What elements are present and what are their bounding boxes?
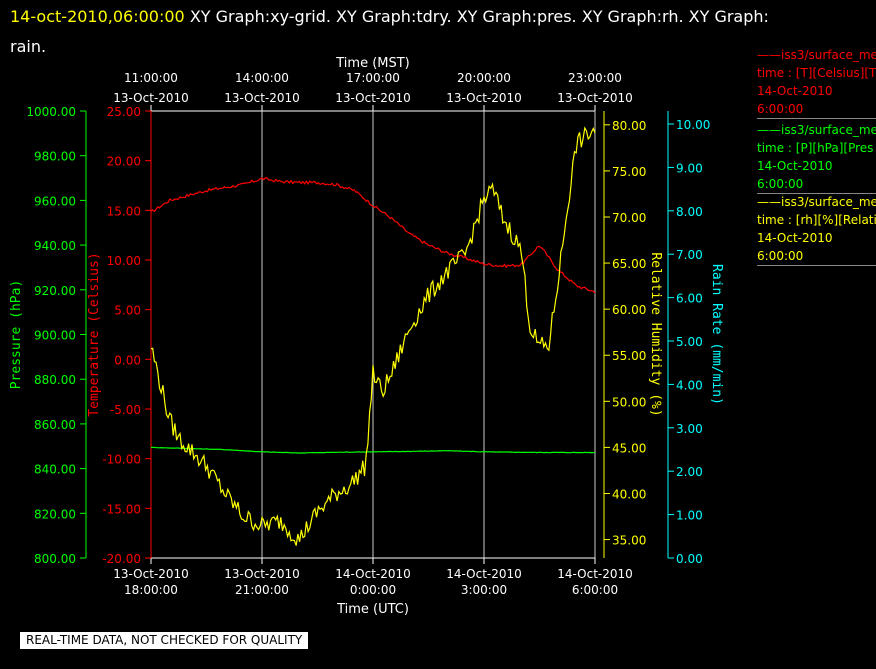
rain-tick-label: 5.00 (676, 335, 703, 349)
pressure-tick-label: 860.00 (34, 418, 76, 432)
rain-tick-label: 2.00 (676, 465, 703, 479)
x-tick-label-time: 18:00:00 (124, 583, 178, 597)
quality-disclaimer: REAL-TIME DATA, NOT CHECKED FOR QUALITY (20, 632, 309, 649)
rh-tick-label: 75.00 (612, 165, 646, 179)
top-tick-label-time: 23:00:00 (568, 71, 622, 85)
top-tick-label-time: 20:00:00 (457, 71, 511, 85)
pressure-tick-label: 1000.00 (26, 105, 76, 119)
rain-axis-title: Rain Rate (mm/min) (709, 264, 724, 405)
temperature-tick-label: 15.00 (107, 204, 141, 218)
pressure-tick-label: 800.00 (34, 552, 76, 566)
temperature-tick-label: 0.00 (114, 353, 141, 367)
temperature-tick-label: -5.00 (110, 403, 141, 417)
rh-tick-label: 60.00 (612, 303, 646, 317)
legend-pressure-line1: time : [P][hPa][Pres (757, 141, 874, 155)
top-tick-label-date: 13-Oct-2010 (224, 91, 300, 105)
top-tick-label-date: 13-Oct-2010 (557, 91, 633, 105)
legend-rh-line1: time : [rh][%][Relati (757, 213, 876, 227)
x-axis-title: Time (UTC) (336, 602, 409, 617)
legend-temperature-line1: time : [T][Celsius][T (757, 66, 876, 80)
rh-tick-label: 50.00 (612, 395, 646, 409)
rh-tick-label: 35.00 (612, 534, 646, 548)
legend-pressure-time: 6:00:00 (757, 177, 804, 191)
legend-rh-time: 6:00:00 (757, 249, 804, 263)
rh-axis-title: Relative Humidity (%) (648, 252, 663, 416)
temperature-tick-label: 20.00 (107, 155, 141, 169)
pressure-tick-label: 820.00 (34, 507, 76, 521)
legend-temperature-time: 6:00:00 (757, 102, 804, 116)
temperature-axis-title: Temperature (Celsius) (87, 252, 102, 416)
header-graph-list: XY Graph:xy-grid. XY Graph:tdry. XY Grap… (184, 7, 769, 26)
temperature-tick-label: 10.00 (107, 254, 141, 268)
top-tick-label-date: 13-Oct-2010 (446, 91, 522, 105)
pressure-tick-label: 980.00 (34, 150, 76, 164)
pressure-tick-label: 920.00 (34, 284, 76, 298)
temperature-tick-label: -10.00 (102, 453, 141, 467)
legend-pressure-date: 14-Oct-2010 (757, 159, 833, 173)
top-tick-label-time: 11:00:00 (124, 71, 178, 85)
temperature-tick-label: 5.00 (114, 304, 141, 318)
rain-tick-label: 1.00 (676, 509, 703, 523)
x-tick-label-time: 6:00:00 (572, 583, 618, 597)
rain-tick-label: 10.00 (676, 118, 710, 132)
series-line-temperature (150, 177, 596, 294)
rh-tick-label: 45.00 (612, 441, 646, 455)
rain-tick-label: 0.00 (676, 552, 703, 566)
rain-tick-label: 8.00 (676, 205, 703, 219)
x-tick-label-time: 3:00:00 (461, 583, 507, 597)
header-timestamp: 14-oct-2010,06:00:00 (10, 7, 185, 26)
series-line-rh (150, 126, 596, 546)
x-tick-label-date: 14-Oct-2010 (335, 567, 411, 581)
legend-temperature-name: ——iss3/surface_met (757, 48, 876, 62)
pressure-tick-label: 880.00 (34, 373, 76, 387)
rain-tick-label: 7.00 (676, 248, 703, 262)
pressure-axis-title: Pressure (hPa) (9, 280, 24, 390)
temperature-tick-label: -15.00 (102, 502, 141, 516)
x-tick-label-time: 0:00:00 (350, 583, 396, 597)
pressure-tick-label: 940.00 (34, 239, 76, 253)
rain-tick-label: 3.00 (676, 422, 703, 436)
top-tick-label-time: 14:00:00 (235, 71, 289, 85)
legend-rh-name: ——iss3/surface_met (757, 195, 876, 209)
x-tick-label-date: 14-Oct-2010 (557, 567, 633, 581)
top-tick-label-date: 13-Oct-2010 (335, 91, 411, 105)
rh-tick-label: 40.00 (612, 487, 646, 501)
top-axis-title: Time (MST) (335, 56, 410, 71)
rh-tick-label: 65.00 (612, 257, 646, 271)
top-tick-label-date: 13-Oct-2010 (113, 91, 189, 105)
legend-rh-date: 14-Oct-2010 (757, 231, 833, 245)
pressure-tick-label: 840.00 (34, 463, 76, 477)
x-tick-label-time: 21:00:00 (235, 583, 289, 597)
x-tick-label-date: 14-Oct-2010 (446, 567, 522, 581)
legend-temperature: ——iss3/surface_met time : [T][Celsius][T… (757, 46, 876, 119)
pressure-tick-label: 900.00 (34, 329, 76, 343)
x-tick-label-date: 13-Oct-2010 (224, 567, 300, 581)
header-graph-list-cont: rain. (10, 37, 47, 56)
header-title: 14-oct-2010,06:00:00 XY Graph:xy-grid. X… (10, 2, 860, 62)
series-line-pressure (150, 446, 596, 454)
rain-tick-label: 9.00 (676, 161, 703, 175)
legend-pressure-name: ——iss3/surface_met (757, 123, 876, 137)
rain-tick-label: 6.00 (676, 292, 703, 306)
temperature-tick-label: -20.00 (102, 552, 141, 566)
temperature-tick-label: 25.00 (107, 105, 141, 119)
rain-tick-label: 4.00 (676, 378, 703, 392)
rh-tick-label: 70.00 (612, 211, 646, 225)
legend-rh: ——iss3/surface_met time : [rh][%][Relati… (757, 193, 876, 266)
legend-temperature-date: 14-Oct-2010 (757, 84, 833, 98)
x-tick-label-date: 13-Oct-2010 (113, 567, 189, 581)
legend-pressure: ——iss3/surface_met time : [P][hPa][Pres … (757, 121, 876, 194)
top-tick-label-time: 17:00:00 (346, 71, 400, 85)
rh-tick-label: 55.00 (612, 349, 646, 363)
rh-tick-label: 80.00 (612, 119, 646, 133)
pressure-tick-label: 960.00 (34, 194, 76, 208)
